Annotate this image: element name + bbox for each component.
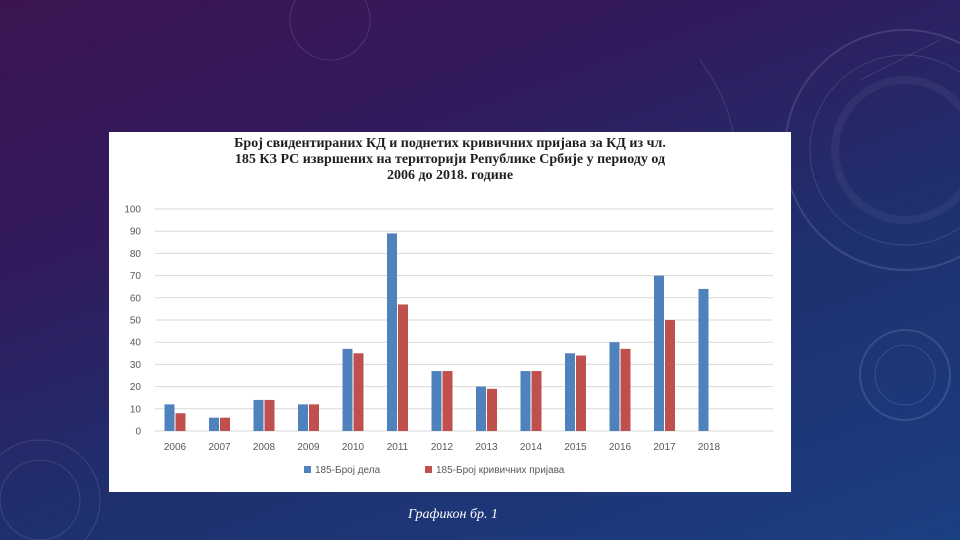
bar (264, 399, 275, 431)
legend-label: 185-Број кривичних пријава (436, 465, 565, 476)
bar (164, 404, 175, 431)
chart-title-line: 185 КЗ РС извршених на територији Републ… (234, 152, 666, 167)
x-tick-label: 2010 (342, 442, 365, 453)
x-tick-label: 2008 (253, 442, 276, 453)
bar-chart: 0 10 20 30 40 50 60 70 80 90 100 2006 2007 2008 2009 20… (124, 205, 773, 476)
bar (665, 320, 675, 431)
bar (620, 348, 631, 431)
bar (476, 386, 486, 431)
chart-card: Број свидентираних КД и поднетих кривичн… (109, 132, 791, 492)
y-tick-label: 50 (130, 316, 142, 327)
bar (175, 413, 186, 431)
bar (654, 275, 664, 431)
y-tick-label: 90 (130, 227, 142, 238)
x-tick-label: 2006 (164, 442, 187, 453)
bar (398, 304, 408, 431)
bar (531, 371, 542, 431)
bar (565, 353, 575, 431)
bar (431, 371, 442, 431)
y-tick-label: 20 (130, 382, 142, 393)
bar (220, 417, 230, 431)
bar (298, 404, 308, 431)
y-tick-label: 40 (130, 338, 142, 349)
y-tick-label: 80 (130, 249, 142, 260)
x-tick-label: 2018 (698, 442, 721, 453)
bar (487, 388, 497, 431)
bar (576, 355, 586, 431)
bar (442, 371, 453, 431)
y-tick-label: 60 (130, 293, 142, 304)
x-tick-label: 2014 (520, 442, 543, 453)
bar (209, 417, 219, 431)
chart-title-line: Број свидентираних КД и поднетих кривичн… (234, 136, 666, 151)
bar (387, 233, 397, 431)
x-tick-label: 2013 (475, 442, 498, 453)
bar (698, 288, 709, 431)
x-tick-label: 2007 (208, 442, 231, 453)
bar (609, 342, 620, 431)
y-tick-label: 10 (130, 404, 142, 415)
x-tick-label: 2011 (387, 442, 409, 453)
x-tick-label: 2016 (609, 442, 632, 453)
chart-title-line: 2006 до 2018. године (386, 168, 514, 183)
bar (520, 371, 531, 431)
bar (253, 399, 264, 431)
bar (309, 404, 319, 431)
figure-caption: Графикон бр. 1 (407, 507, 498, 522)
legend-label: 185-Број дела (315, 465, 381, 476)
legend-swatch (304, 466, 311, 473)
bar (342, 348, 353, 431)
bar (353, 353, 364, 431)
y-tick-label: 100 (124, 205, 141, 216)
legend-swatch (425, 466, 432, 473)
x-tick-label: 2015 (564, 442, 587, 453)
y-tick-label: 30 (130, 360, 142, 371)
y-tick-label: 70 (130, 271, 142, 282)
x-tick-label: 2017 (653, 442, 676, 453)
y-tick-label: 0 (135, 427, 141, 438)
x-tick-label: 2012 (431, 442, 454, 453)
chart-title: Број свидентираних КД и поднетих кривичн… (149, 136, 751, 184)
x-tick-label: 2009 (297, 442, 320, 453)
